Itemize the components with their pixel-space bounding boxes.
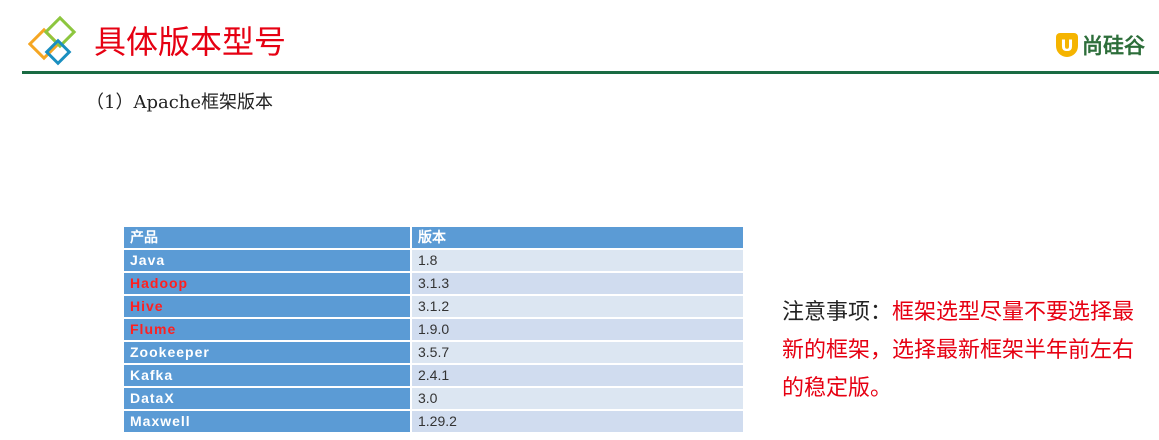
header-divider	[22, 71, 1159, 74]
product-cell: Zookeeper	[124, 342, 412, 365]
table-row: Hive 3.1.2	[124, 296, 743, 319]
version-cell: 1.29.2	[412, 411, 743, 434]
product-cell: Hive	[124, 296, 412, 319]
note-body: 框架选型尽量不要选择最新的框架，选择最新框架半年前左右的稳定版。	[782, 300, 1135, 401]
product-cell: Java	[124, 250, 412, 273]
column-header-product: 产品	[124, 227, 412, 250]
brand-name: 尚硅谷	[1082, 34, 1145, 58]
diamond-logo-icon	[28, 15, 77, 66]
version-cell: 3.5.7	[412, 342, 743, 365]
column-header-version: 版本	[412, 227, 743, 250]
product-cell: Kafka	[124, 365, 412, 388]
section-subtitle: （1）Apache框架版本	[86, 92, 274, 113]
table-row: Hadoop 3.1.3	[124, 273, 743, 296]
page-title: 具体版本型号	[94, 23, 287, 61]
version-table: 产品 版本 Java 1.8 Hadoop 3.1.3 Hive 3.1.2 Flume 1.…	[124, 227, 743, 434]
product-cell: Maxwell	[124, 411, 412, 434]
note-lead: 注意事项：	[782, 300, 893, 325]
version-cell: 1.9.0	[412, 319, 743, 342]
table-row: Zookeeper 3.5.7	[124, 342, 743, 365]
version-cell: 2.4.1	[412, 365, 743, 388]
table-row: DataX 3.0	[124, 388, 743, 411]
table-row: Flume 1.9.0	[124, 319, 743, 342]
version-cell: 1.8	[412, 250, 743, 273]
table-header-row: 产品 版本	[124, 227, 743, 250]
product-cell: DataX	[124, 388, 412, 411]
brand-mark-icon: U	[1056, 33, 1078, 57]
version-cell: 3.0	[412, 388, 743, 411]
brand-logo: U 尚硅谷	[1056, 30, 1145, 60]
version-cell: 3.1.2	[412, 296, 743, 319]
table-row: Kafka 2.4.1	[124, 365, 743, 388]
note-text: 注意事项：框架选型尽量不要选择最新的框架，选择最新框架半年前左右的稳定版。	[782, 294, 1142, 408]
table-row: Maxwell 1.29.2	[124, 411, 743, 434]
version-cell: 3.1.3	[412, 273, 743, 296]
product-cell: Flume	[124, 319, 412, 342]
table-row: Java 1.8	[124, 250, 743, 273]
product-cell: Hadoop	[124, 273, 412, 296]
